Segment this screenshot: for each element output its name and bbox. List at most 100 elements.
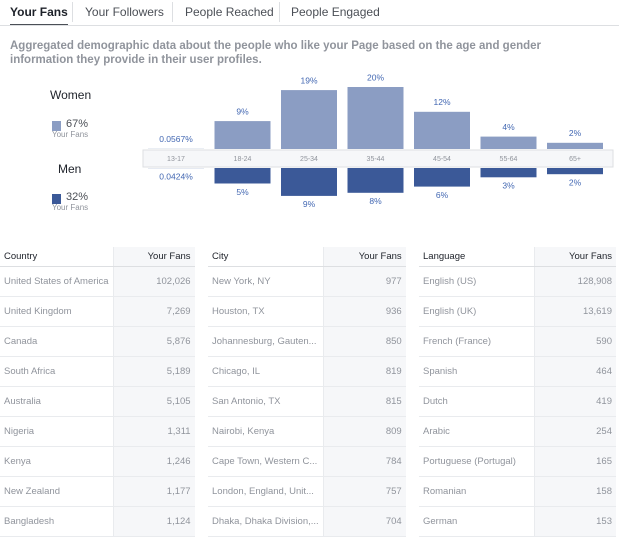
- legend-swatch: [52, 194, 61, 204]
- table-cell: Spanish: [419, 356, 535, 387]
- table-cell: 102,026: [112, 266, 195, 297]
- table-cell: 977: [322, 266, 406, 297]
- value-label: 12%: [433, 97, 450, 107]
- value-label: 8%: [369, 196, 382, 206]
- header-row: Country Your Fans: [0, 247, 195, 267]
- legend-caption: Your Fans: [52, 130, 88, 139]
- table-row: Nairobi, Kenya 809: [208, 416, 406, 447]
- table-cell: San Antonio, TX: [208, 386, 324, 417]
- table-cell: English (UK): [419, 296, 535, 327]
- data-table: City Your Fans New York, NY 977 Houston, TX 9…: [208, 247, 406, 537]
- column-header: City: [208, 247, 324, 267]
- bar: [480, 136, 537, 149]
- value-label: 0.0424%: [159, 171, 193, 181]
- table-row: Cape Town, Western C... 784: [208, 446, 406, 477]
- table-row: Johannesburg, Gauten... 850: [208, 326, 406, 357]
- legend-label: Women: [50, 88, 91, 102]
- tab-separator: [72, 2, 73, 22]
- bar: [214, 121, 271, 149]
- table-cell: Houston, TX: [208, 296, 324, 327]
- legend-label: Men: [58, 162, 81, 176]
- bar: [281, 90, 337, 149]
- header-row: Language Your Fans: [419, 247, 616, 267]
- table-cell: Portuguese (Portugal): [419, 446, 535, 477]
- table-cell: 158: [534, 476, 616, 507]
- table-cell: Canada: [0, 326, 114, 357]
- bar: [347, 168, 404, 193]
- table-row: New York, NY 977: [208, 266, 406, 297]
- table-row: Dhaka, Dhaka Division,... 704: [208, 506, 406, 537]
- category-label: 18-24: [234, 156, 252, 163]
- table-row: Portuguese (Portugal) 165: [419, 446, 616, 477]
- tab[interactable]: People Reached: [185, 5, 274, 19]
- category-label: 65+: [569, 156, 581, 163]
- table-row: London, England, Unit... 757: [208, 476, 406, 507]
- value-label: 5%: [236, 187, 249, 197]
- table-cell: 5,876: [112, 326, 195, 357]
- table-row: Chicago, IL 819: [208, 356, 406, 387]
- table-row: Romanian 158: [419, 476, 616, 507]
- table-row: United States of America 102,026: [0, 266, 195, 297]
- table-cell: 1,124: [112, 506, 195, 537]
- table-cell: New Zealand: [0, 476, 114, 507]
- tab-separator: [279, 2, 280, 22]
- bar: [414, 111, 470, 149]
- table-cell: 704: [322, 506, 406, 537]
- table-cell: French (France): [419, 326, 535, 357]
- table-row: Arabic 254: [419, 416, 616, 447]
- category-band: [142, 149, 614, 168]
- category-label: 45-54: [433, 156, 451, 163]
- value-label: 2%: [569, 177, 582, 187]
- table-cell: 254: [534, 416, 616, 447]
- chart: Women 67% Your Fans Men 32% Your Fans 13…: [50, 72, 614, 212]
- table-row: Kenya 1,246: [0, 446, 195, 477]
- table-cell: 590: [534, 326, 616, 357]
- bar: [547, 168, 603, 175]
- table-cell: 1,311: [112, 416, 195, 447]
- table-cell: United Kingdom: [0, 296, 114, 327]
- table-cell: Romanian: [419, 476, 535, 507]
- table-cell: Nairobi, Kenya: [208, 416, 324, 447]
- table-cell: 815: [322, 386, 406, 417]
- table-cell: Chicago, IL: [208, 356, 324, 387]
- description: Aggregated demographic data about the pe…: [10, 40, 542, 66]
- data-table: Country Your Fans United States of America…: [0, 247, 195, 537]
- table-cell: 809: [322, 416, 406, 447]
- table-row: English (US) 128,908: [419, 266, 616, 297]
- header-row: City Your Fans: [208, 247, 406, 267]
- table-cell: 5,105: [112, 386, 195, 417]
- table-row: English (UK) 13,619: [419, 296, 616, 327]
- bar: [414, 168, 470, 187]
- value-label: 0.0567%: [159, 134, 193, 144]
- bar: [214, 168, 271, 184]
- table-cell: 784: [322, 446, 406, 477]
- column-header: Your Fans: [112, 247, 195, 267]
- category-label: 25-34: [300, 156, 318, 163]
- table-cell: 419: [534, 386, 616, 417]
- table-row: French (France) 590: [419, 326, 616, 357]
- value-label: 6%: [436, 190, 449, 200]
- table-cell: 128,908: [534, 266, 616, 297]
- category-label: 13-17: [167, 156, 185, 163]
- table-cell: 757: [322, 476, 406, 507]
- tab[interactable]: Your Followers: [85, 5, 164, 19]
- table-cell: 1,177: [112, 476, 195, 507]
- legend-share: 32%: [66, 191, 88, 203]
- table-cell: 13,619: [534, 296, 616, 327]
- table-cell: 5,189: [112, 356, 195, 387]
- table-row: United Kingdom 7,269: [0, 296, 195, 327]
- legend-caption: Your Fans: [52, 203, 88, 212]
- table-cell: Australia: [0, 386, 114, 417]
- table-row: Spanish 464: [419, 356, 616, 387]
- table-cell: New York, NY: [208, 266, 324, 297]
- category-label: 35-44: [367, 156, 385, 163]
- table-cell: 7,269: [112, 296, 195, 327]
- table-cell: English (US): [419, 266, 535, 297]
- table-row: Dutch 419: [419, 386, 616, 417]
- tab-separator: [172, 2, 173, 22]
- tab[interactable]: People Engaged: [291, 5, 380, 19]
- bar: [347, 87, 404, 149]
- table-cell: Dutch: [419, 386, 535, 417]
- table-cell: 850: [322, 326, 406, 357]
- table-cell: Cape Town, Western C...: [208, 446, 324, 477]
